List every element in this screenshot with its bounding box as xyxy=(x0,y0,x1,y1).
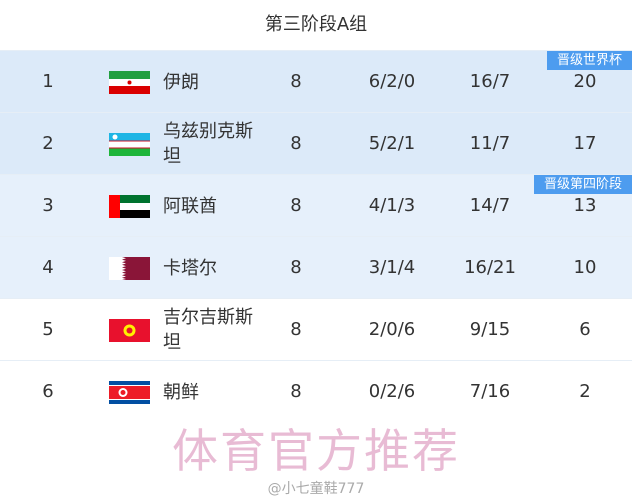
win-draw-loss: 4/1/3 xyxy=(368,195,416,216)
win-draw-loss: 0/2/6 xyxy=(368,381,416,402)
team-name: 卡塔尔 xyxy=(163,257,217,279)
played: 8 xyxy=(290,133,302,154)
uzbekistan-flag xyxy=(109,133,150,156)
table-row[interactable]: 2 乌兹别克斯坦 8 5/2/1 11/7 17 xyxy=(0,112,632,174)
points: 17 xyxy=(573,133,597,154)
group-title: 第三阶段A组 xyxy=(264,14,368,35)
goals: 7/16 xyxy=(469,381,511,402)
played: 8 xyxy=(290,257,302,278)
uae-flag xyxy=(109,195,150,218)
points: 6 xyxy=(579,319,591,340)
table-row[interactable]: 6 朝鲜 8 0/2/6 7/16 2 xyxy=(0,360,632,422)
qualification-badge: 晋级世界杯 xyxy=(546,51,632,70)
kyrgyzstan-flag xyxy=(109,319,150,342)
team-name: 伊朗 xyxy=(163,71,199,93)
qualification-badge: 晋级第四阶段 xyxy=(533,175,632,194)
team-name: 乌兹别克斯坦 xyxy=(163,121,253,167)
points: 10 xyxy=(573,257,597,278)
iran-flag xyxy=(109,71,150,94)
table-row[interactable]: 5 吉尔吉斯斯坦 8 2/0/6 9/15 6 xyxy=(0,298,632,360)
rank: 1 xyxy=(42,71,54,92)
team-name: 阿联酋 xyxy=(163,195,217,217)
rank: 3 xyxy=(42,195,54,216)
goals: 16/21 xyxy=(464,257,516,278)
rank: 2 xyxy=(42,133,54,154)
standings-table: 1 伊朗 8 6/2/0 16/7 20 晋级世界杯 2 乌兹别克斯坦 8 5/… xyxy=(0,50,632,422)
qatar-flag xyxy=(109,257,150,280)
win-draw-loss: 2/0/6 xyxy=(368,319,416,340)
watermark: 体育官方推荐 xyxy=(172,424,460,478)
goals: 9/15 xyxy=(469,319,511,340)
goals: 16/7 xyxy=(469,71,511,92)
played: 8 xyxy=(290,195,302,216)
team-name: 吉尔吉斯斯坦 xyxy=(163,307,253,353)
played: 8 xyxy=(290,319,302,340)
played: 8 xyxy=(290,381,302,402)
table-row[interactable]: 4 卡塔尔 8 3/1/4 16/21 10 xyxy=(0,236,632,298)
rank: 6 xyxy=(42,381,54,402)
north-korea-flag xyxy=(109,381,150,404)
win-draw-loss: 5/2/1 xyxy=(368,133,416,154)
points: 20 xyxy=(573,71,597,92)
rank: 4 xyxy=(42,257,54,278)
rank: 5 xyxy=(42,319,54,340)
points: 13 xyxy=(573,195,597,216)
goals: 11/7 xyxy=(469,133,511,154)
goals: 14/7 xyxy=(469,195,511,216)
table-row[interactable]: 1 伊朗 8 6/2/0 16/7 20 晋级世界杯 xyxy=(0,50,632,112)
credit-watermark: @小七童鞋777 xyxy=(267,481,365,497)
win-draw-loss: 6/2/0 xyxy=(368,71,416,92)
team-name: 朝鲜 xyxy=(163,381,199,403)
win-draw-loss: 3/1/4 xyxy=(368,257,416,278)
points: 2 xyxy=(579,381,591,402)
played: 8 xyxy=(290,71,302,92)
table-row[interactable]: 3 阿联酋 8 4/1/3 14/7 13 晋级第四阶段 xyxy=(0,174,632,236)
